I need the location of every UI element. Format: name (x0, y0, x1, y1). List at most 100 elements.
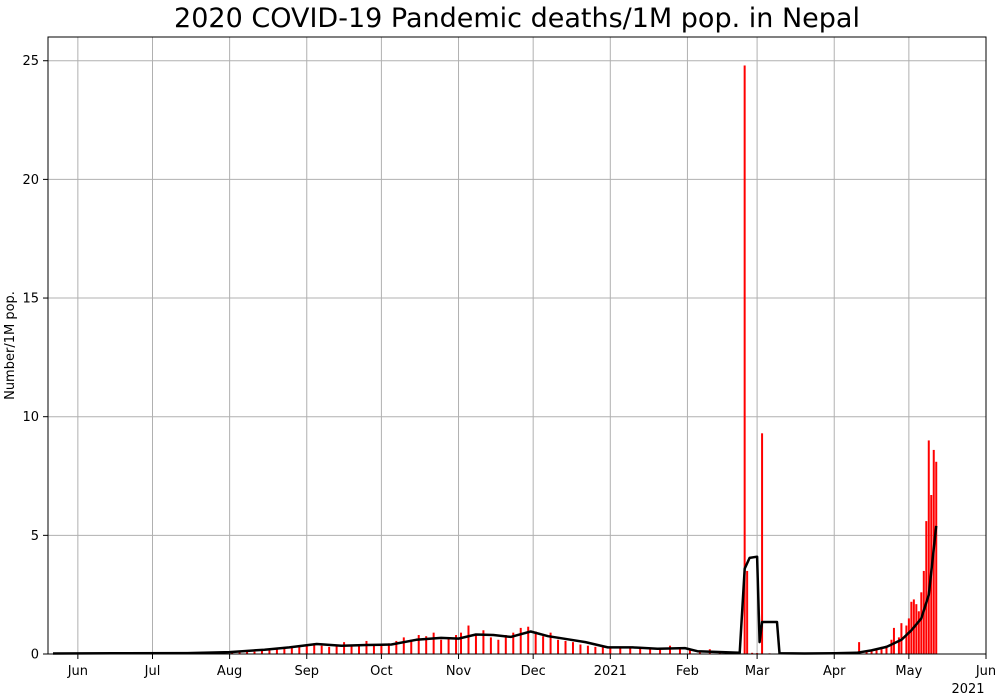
bar (920, 592, 923, 654)
x-tick-label: Feb (676, 664, 699, 679)
bar (455, 635, 458, 654)
bar (328, 646, 331, 654)
bar (629, 646, 632, 654)
x-tick-label: Apr (823, 664, 846, 679)
y-axis-label: Number/1M pop. (3, 291, 18, 400)
bar-series (59, 65, 938, 654)
bar (305, 644, 308, 654)
x-tick-label: Dec (521, 664, 546, 679)
bar (688, 650, 691, 654)
bar (594, 646, 597, 654)
x-tick-label: Sep (295, 664, 320, 679)
bar (910, 601, 913, 654)
y-tick-label: 0 (31, 648, 39, 663)
bar (447, 637, 450, 654)
bar (313, 643, 316, 654)
bar (283, 648, 286, 654)
bar (275, 648, 278, 654)
bar (542, 636, 545, 654)
x-axis: Jun Jul Aug Sep Oct Nov Dec 2021 Feb Mar Apr May Jun (67, 654, 996, 679)
bar (350, 645, 353, 654)
moving-average-line (52, 525, 938, 655)
bar (549, 632, 552, 654)
bar (571, 642, 574, 654)
bar (343, 642, 346, 654)
bar (358, 644, 361, 654)
bar (925, 521, 928, 654)
bar (601, 647, 604, 654)
bar (557, 639, 560, 654)
y-tick-label: 25 (22, 54, 39, 69)
y-axis: 0 5 10 15 20 25 (22, 54, 48, 663)
bar (890, 639, 893, 654)
bar (927, 440, 930, 654)
bar (579, 644, 582, 654)
bar (885, 645, 888, 654)
bar (935, 461, 938, 654)
bar (678, 649, 681, 654)
bar (870, 650, 873, 654)
x-tick-label: Jun (975, 664, 996, 679)
bar (460, 632, 463, 654)
bar (609, 646, 612, 654)
bar (372, 645, 375, 654)
bar (410, 639, 413, 654)
bar (743, 65, 746, 654)
bar (858, 642, 861, 654)
bar (905, 625, 908, 654)
bar (746, 570, 749, 654)
x-tick-label: Nov (446, 664, 472, 679)
bar (260, 649, 263, 654)
bar (915, 604, 918, 654)
y-tick-label: 20 (22, 173, 39, 188)
bar (335, 644, 338, 654)
y-tick-label: 10 (22, 410, 39, 425)
bar (497, 639, 500, 654)
bar (907, 618, 910, 654)
bar (917, 611, 920, 654)
bar (897, 637, 900, 654)
grid-lines (48, 37, 987, 655)
bar (875, 649, 878, 654)
y-tick-label: 5 (31, 529, 39, 544)
bar (482, 630, 485, 654)
y-tick-label: 15 (22, 292, 39, 307)
x-tick-label: Jun (67, 664, 88, 679)
bar (534, 631, 537, 654)
plot-frame (47, 36, 987, 655)
bar (395, 640, 398, 654)
bar (467, 625, 470, 654)
bar (253, 651, 256, 654)
bar (698, 651, 701, 654)
bar (751, 652, 754, 654)
chart-title: 2020 COVID-19 Pandemic deaths/1M pop. in… (174, 3, 860, 34)
bar (402, 637, 405, 654)
x-tick-label: Oct (370, 664, 392, 679)
x-tick-label: 2021 (594, 664, 627, 679)
bar (320, 645, 323, 654)
bar (564, 640, 567, 654)
bar (365, 640, 368, 654)
bar (290, 646, 293, 654)
bar (440, 639, 443, 654)
bar (639, 648, 642, 654)
bar (527, 626, 530, 654)
bar (880, 646, 883, 654)
bar (268, 649, 271, 654)
bar (425, 636, 428, 654)
bar (246, 650, 249, 654)
x-tick-label: Aug (217, 664, 242, 679)
bar (387, 643, 390, 654)
bar (619, 648, 622, 654)
x-tick-label: Jul (144, 664, 161, 679)
bar (649, 649, 652, 654)
bar (865, 651, 868, 654)
bar (474, 633, 477, 654)
bar (669, 645, 672, 654)
bar (489, 637, 492, 654)
bar (417, 635, 420, 654)
bar (512, 632, 515, 654)
bar (432, 632, 435, 654)
bar (519, 627, 522, 654)
bar (892, 627, 895, 654)
